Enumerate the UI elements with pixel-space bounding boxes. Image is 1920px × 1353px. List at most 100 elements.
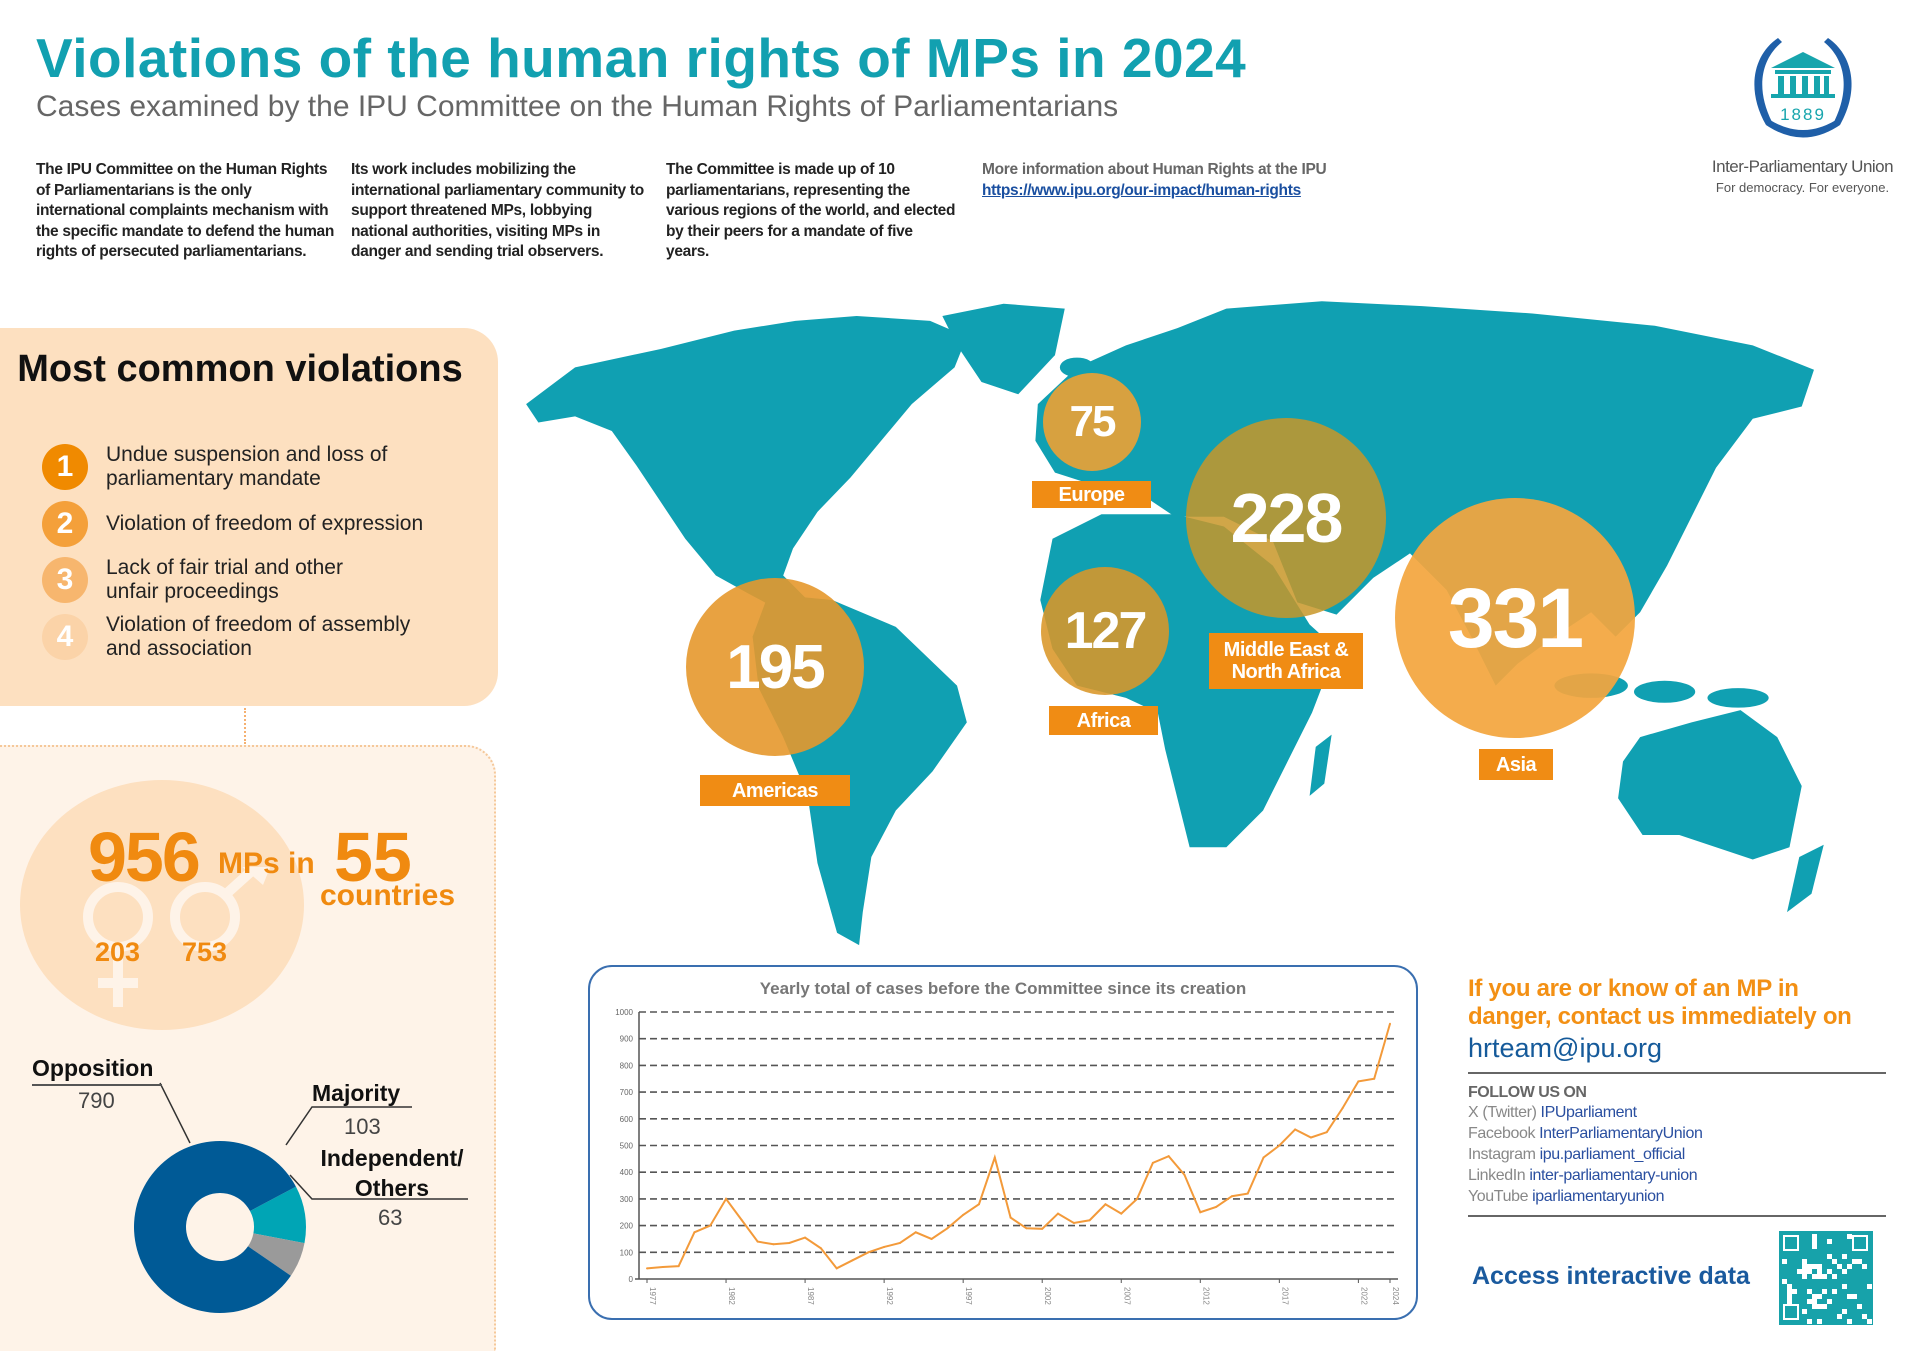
bubble-africa[interactable]: 127 <box>1041 567 1169 695</box>
data-point <box>1215 1205 1218 1208</box>
data-point <box>1120 1212 1123 1215</box>
social-youtube[interactable]: YouTube iparliamentaryunion <box>1468 1186 1888 1207</box>
data-point <box>1389 1022 1391 1025</box>
data-point <box>1294 1128 1297 1131</box>
page-subtitle: Cases examined by the IPU Committee on t… <box>36 90 1119 123</box>
y-tick-label: 600 <box>620 1115 634 1124</box>
bubble-mena[interactable]: 228 <box>1186 418 1386 618</box>
data-point <box>725 1197 728 1200</box>
men-count: 753 <box>182 937 228 967</box>
party-donut-chart <box>134 1141 306 1313</box>
y-tick-label: 300 <box>620 1195 634 1204</box>
social-platform: Instagram <box>1468 1146 1536 1163</box>
rank-2-badge: 2 <box>42 501 88 547</box>
qr-code-icon[interactable] <box>1779 1231 1873 1325</box>
x-tick-label: 2007 <box>1122 1287 1131 1305</box>
social-xtwitter[interactable]: X (Twitter) IPUparliament <box>1468 1102 1888 1123</box>
human-rights-link[interactable]: https://www.ipu.org/our-impact/human-rig… <box>982 181 1301 199</box>
data-point <box>1009 1216 1012 1219</box>
majority-value: 103 <box>344 1114 381 1139</box>
x-tick-label: 2012 <box>1201 1287 1210 1305</box>
label-asia: Asia <box>1479 749 1553 780</box>
violation-text: Undue suspension and loss of parliamenta… <box>106 443 388 490</box>
data-point <box>1309 1136 1312 1139</box>
bubble-americas[interactable]: 195 <box>686 578 864 756</box>
violation-item-1: 1 Undue suspension and loss of parliamen… <box>42 443 406 491</box>
data-point <box>819 1247 822 1250</box>
gender-symbols-icon <box>83 867 271 1007</box>
countries-label: countries <box>320 879 456 912</box>
data-point <box>740 1219 743 1222</box>
y-tick-label: 800 <box>620 1061 634 1070</box>
social-handle[interactable]: inter-parliamentary-union <box>1529 1167 1698 1184</box>
others-value: 63 <box>378 1205 403 1230</box>
others-label: Independent/ Others <box>320 1145 464 1201</box>
bubble-europe[interactable]: 75 <box>1043 373 1141 471</box>
contact-cta: If you are or know of an MP in danger, c… <box>1468 975 1852 1030</box>
data-point <box>1025 1227 1028 1230</box>
ipu-emblem-icon: 1889 <box>1753 38 1852 138</box>
violation-text: Violation of freedom of assembly and ass… <box>106 613 411 660</box>
more-info: More information about Human Rights at t… <box>982 160 1402 201</box>
label-americas: Americas <box>700 775 850 806</box>
social-platform: LinkedIn <box>1468 1167 1526 1184</box>
yearly-cases-chart: Yearly total of cases before the Committ… <box>588 965 1418 1320</box>
social-handle[interactable]: ipu.parliament_official <box>1539 1146 1686 1163</box>
label-africa: Africa <box>1049 706 1158 735</box>
data-point <box>1088 1219 1091 1222</box>
data-point <box>756 1240 759 1243</box>
bubble-asia[interactable]: 331 <box>1395 498 1635 738</box>
divider <box>1468 1215 1886 1217</box>
violation-item-4: 4 Violation of freedom of assembly and a… <box>42 613 446 661</box>
y-tick-label: 200 <box>620 1222 634 1231</box>
donut-slice-opposition <box>134 1141 296 1313</box>
access-interactive-data-link[interactable]: Access interactive data <box>1472 1262 1750 1290</box>
data-point <box>993 1156 996 1159</box>
data-point <box>1104 1203 1107 1206</box>
violation-text: Lack of fair trial and other unfair proc… <box>106 556 343 603</box>
greenland-shape <box>942 303 1065 395</box>
social-facebook[interactable]: Facebook InterParliamentaryUnion <box>1468 1123 1888 1144</box>
data-point <box>898 1241 901 1244</box>
line-chart-svg: 0 100 200 300 400 500 600 700 800 900 1000 1977 1982… <box>615 1008 1400 1305</box>
y-tick-label: 400 <box>620 1168 634 1177</box>
violation-item-2: 2 Violation of freedom of expression <box>42 501 486 547</box>
data-point <box>867 1251 870 1254</box>
data-point <box>1041 1227 1044 1230</box>
cases-line <box>646 1023 1391 1270</box>
x-tick-label: 1987 <box>806 1287 815 1305</box>
y-tick-label: 900 <box>620 1035 634 1044</box>
data-point <box>1357 1080 1360 1083</box>
data-point <box>1230 1195 1233 1198</box>
social-platform: X (Twitter) <box>1468 1104 1537 1121</box>
most-common-violations-panel: Most common violations 1 Undue suspensio… <box>0 328 498 706</box>
x-tick-label: 2022 <box>1359 1287 1368 1305</box>
data-point <box>1199 1211 1202 1214</box>
data-point <box>946 1227 949 1230</box>
page-title: Violations of the human rights of MPs in… <box>36 27 1247 89</box>
data-point <box>677 1265 680 1268</box>
x-tick-label: 2017 <box>1280 1287 1289 1305</box>
data-point <box>804 1236 807 1239</box>
data-point <box>883 1245 886 1248</box>
opposition-value: 790 <box>78 1088 115 1113</box>
donut-slice-independent-others <box>248 1233 305 1276</box>
social-handle[interactable]: IPUparliament <box>1540 1104 1638 1121</box>
social-linkedin[interactable]: LinkedIn inter-parliamentary-union <box>1468 1165 1888 1186</box>
social-instagram[interactable]: Instagram ipu.parliament_official <box>1468 1144 1888 1165</box>
violations-title: Most common violations <box>17 348 463 390</box>
countries-count: 55 <box>334 818 412 896</box>
y-tick-label: 0 <box>629 1275 634 1284</box>
data-point <box>1072 1221 1075 1224</box>
social-handle[interactable]: InterParliamentaryUnion <box>1539 1125 1703 1142</box>
data-point <box>1151 1161 1154 1164</box>
madagascar-shape <box>1309 734 1332 796</box>
contact-email[interactable]: hrteam@ipu.org <box>1468 1033 1662 1063</box>
donut-leader-lines <box>159 1082 468 1200</box>
violation-text: Violation of freedom of expression <box>106 512 424 535</box>
rank-1-badge: 1 <box>42 444 88 490</box>
data-point <box>977 1203 980 1206</box>
y-tick-label: 700 <box>620 1088 634 1097</box>
social-handle[interactable]: iparliamentaryunion <box>1532 1188 1665 1205</box>
social-platform: YouTube <box>1468 1188 1529 1205</box>
